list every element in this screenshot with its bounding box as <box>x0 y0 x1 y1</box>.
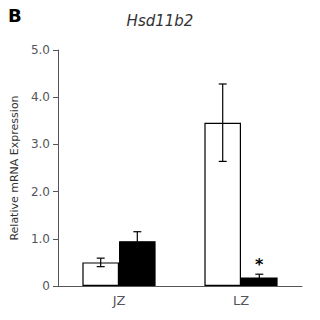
svg-text:Relative mRNA Expression: Relative mRNA Expression <box>8 95 21 240</box>
svg-text:JZ: JZ <box>112 293 126 308</box>
svg-text:1.0: 1.0 <box>31 232 50 246</box>
svg-text:Hsd11b2: Hsd11b2 <box>127 12 194 30</box>
svg-text:2.0: 2.0 <box>31 185 50 199</box>
svg-text:0: 0 <box>42 279 50 293</box>
svg-text:4.0: 4.0 <box>31 90 50 104</box>
svg-text:B: B <box>8 5 22 26</box>
svg-text:*: * <box>255 255 264 274</box>
svg-text:LZ: LZ <box>233 293 249 308</box>
svg-text:3.0: 3.0 <box>31 137 50 151</box>
svg-text:5.0: 5.0 <box>31 43 50 57</box>
